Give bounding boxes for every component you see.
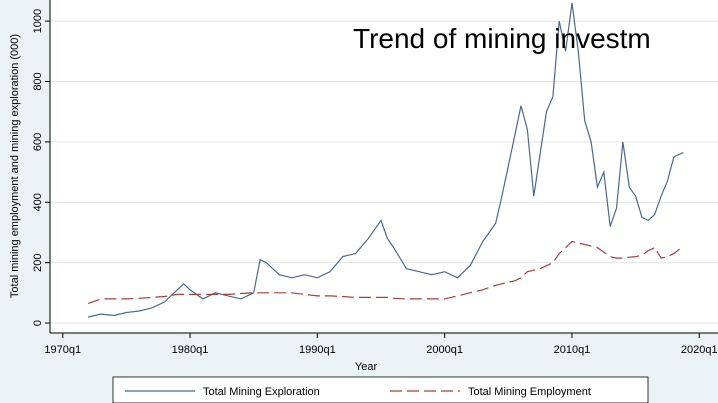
x-tick-label: 2010q1 — [554, 344, 591, 356]
y-tick-label: 1000 — [32, 9, 44, 33]
chart-title: Trend of mining investm — [353, 23, 651, 54]
x-tick-label: 1980q1 — [172, 344, 209, 356]
x-tick-label: 1970q1 — [44, 344, 81, 356]
x-tick-label: 1990q1 — [299, 344, 336, 356]
x-tick-label: 2020q1 — [681, 344, 718, 356]
y-tick-label: 800 — [32, 72, 44, 90]
legend-box — [112, 376, 649, 403]
legend-label: Total Mining Exploration — [203, 386, 320, 398]
series-line — [87, 240, 684, 304]
y-axis-label: Total mining employment and mining explo… — [9, 34, 21, 298]
legend-label: Total Mining Employment — [468, 386, 591, 398]
plot-area — [50, 0, 718, 333]
x-tick-label: 2000q1 — [426, 344, 463, 356]
y-tick-label: 400 — [32, 193, 44, 211]
x-axis-label: Year — [355, 361, 378, 373]
y-tick-label: 600 — [32, 133, 44, 151]
y-tick-label: 200 — [32, 253, 44, 271]
y-tick-label: 0 — [32, 320, 44, 326]
